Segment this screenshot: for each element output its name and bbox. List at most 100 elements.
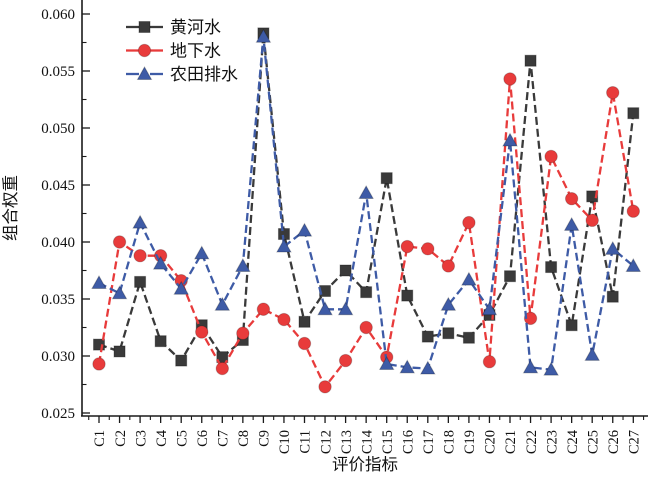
circle-marker xyxy=(482,355,497,369)
triangle-marker xyxy=(337,301,354,316)
triangle-marker xyxy=(173,280,190,295)
x-tick-label: C2 xyxy=(113,430,129,447)
triangle-marker xyxy=(584,346,601,361)
y-tick-label: 0.050 xyxy=(41,121,75,137)
square-marker xyxy=(298,315,311,328)
triangle-marker xyxy=(358,184,375,199)
circle-marker xyxy=(256,302,271,316)
square-marker xyxy=(380,172,393,185)
square-marker xyxy=(154,335,167,348)
legend-label-groundwater: 地下水 xyxy=(170,42,221,61)
series-groundwater xyxy=(92,72,640,394)
x-tick-label: C23 xyxy=(544,430,560,454)
x-tick-label: C24 xyxy=(565,429,581,454)
circle-marker xyxy=(544,149,558,164)
square-marker xyxy=(462,331,475,344)
x-tick-label: C16 xyxy=(400,430,416,454)
x-tick-label: C22 xyxy=(524,430,540,454)
circle-marker xyxy=(112,235,127,249)
triangle-marker xyxy=(625,257,642,272)
y-tick-label: 0.035 xyxy=(41,292,75,308)
circle-marker xyxy=(338,353,353,368)
circle-marker xyxy=(462,215,476,230)
triangle-marker xyxy=(563,216,580,231)
triangle-marker xyxy=(378,355,395,370)
x-tick-label: C15 xyxy=(380,430,396,454)
triangle-marker xyxy=(136,65,153,80)
circle-marker xyxy=(441,259,456,273)
circle-marker xyxy=(400,239,414,254)
x-tick-label: C14 xyxy=(359,429,375,454)
triangle-marker xyxy=(214,296,231,311)
triangle-marker xyxy=(152,255,169,270)
circle-marker xyxy=(277,312,291,327)
circle-marker xyxy=(421,242,435,256)
series-farmland-drainage xyxy=(91,28,642,376)
x-tick-label: C13 xyxy=(339,430,355,454)
x-tick-label: C26 xyxy=(606,430,622,454)
circle-marker xyxy=(297,336,312,351)
square-marker xyxy=(339,264,352,277)
y-tick-label: 0.025 xyxy=(41,406,75,422)
x-tick-label: C21 xyxy=(503,430,519,454)
triangle-marker xyxy=(234,257,251,272)
legend-label-farmland-drainage: 农田排水 xyxy=(170,65,238,84)
y-tick-label: 0.030 xyxy=(41,349,75,365)
x-tick-label: C19 xyxy=(462,430,478,454)
triangle-marker xyxy=(276,238,292,253)
x-tick-label: C9 xyxy=(257,430,273,447)
legend-item-yellow-river-water: 黄河水 xyxy=(126,18,221,37)
circle-marker xyxy=(133,248,147,263)
square-marker xyxy=(442,327,455,340)
series-yellow-river-water xyxy=(93,27,640,367)
circle-marker xyxy=(626,204,640,218)
circle-marker xyxy=(215,361,230,376)
triangle-marker xyxy=(543,361,559,376)
square-marker xyxy=(524,54,537,67)
square-marker xyxy=(93,338,105,351)
triangle-marker xyxy=(91,275,107,290)
square-marker xyxy=(113,345,126,358)
x-tick-label: C11 xyxy=(298,430,314,454)
x-tick-label: C18 xyxy=(442,430,458,454)
circle-marker xyxy=(92,357,106,371)
x-tick-label: C12 xyxy=(318,430,334,454)
circle-marker xyxy=(564,191,579,206)
triangle-marker xyxy=(111,285,128,300)
x-tick-label: C4 xyxy=(154,429,170,447)
square-marker xyxy=(606,290,619,303)
x-tick-label: C17 xyxy=(421,430,437,454)
circle-marker xyxy=(137,43,152,58)
x-tick-label: C25 xyxy=(585,430,601,454)
circle-marker xyxy=(606,85,620,100)
x-tick-label: C20 xyxy=(483,430,499,454)
square-marker xyxy=(545,261,558,274)
circle-marker xyxy=(585,213,599,228)
y-tick-label: 0.055 xyxy=(41,64,75,80)
y-tick-label: 0.040 xyxy=(41,235,75,251)
x-tick-label: C5 xyxy=(174,430,190,447)
triangle-marker xyxy=(522,359,539,374)
x-tick-label: C7 xyxy=(216,430,232,447)
triangle-marker xyxy=(193,245,210,260)
x-tick-label: C3 xyxy=(133,430,149,447)
circle-marker xyxy=(503,72,517,86)
y-tick-label: 0.060 xyxy=(41,7,75,23)
legend-item-groundwater: 地下水 xyxy=(126,42,221,61)
square-marker xyxy=(627,107,640,120)
circle-marker xyxy=(236,326,250,340)
y-axis-title: 组合权重 xyxy=(1,175,20,241)
triangle-marker xyxy=(461,271,477,286)
x-axis-title: 评价指标 xyxy=(332,455,398,474)
x-tick-label: C10 xyxy=(277,430,293,454)
series-line-farmland-drainage xyxy=(98,35,635,371)
triangle-marker xyxy=(440,296,457,311)
y-tick-label: 0.045 xyxy=(41,178,75,194)
triangle-marker xyxy=(132,214,148,229)
square-marker xyxy=(360,286,373,299)
triangle-marker xyxy=(296,222,313,237)
triangle-marker xyxy=(255,28,272,43)
triangle-marker xyxy=(399,359,416,374)
